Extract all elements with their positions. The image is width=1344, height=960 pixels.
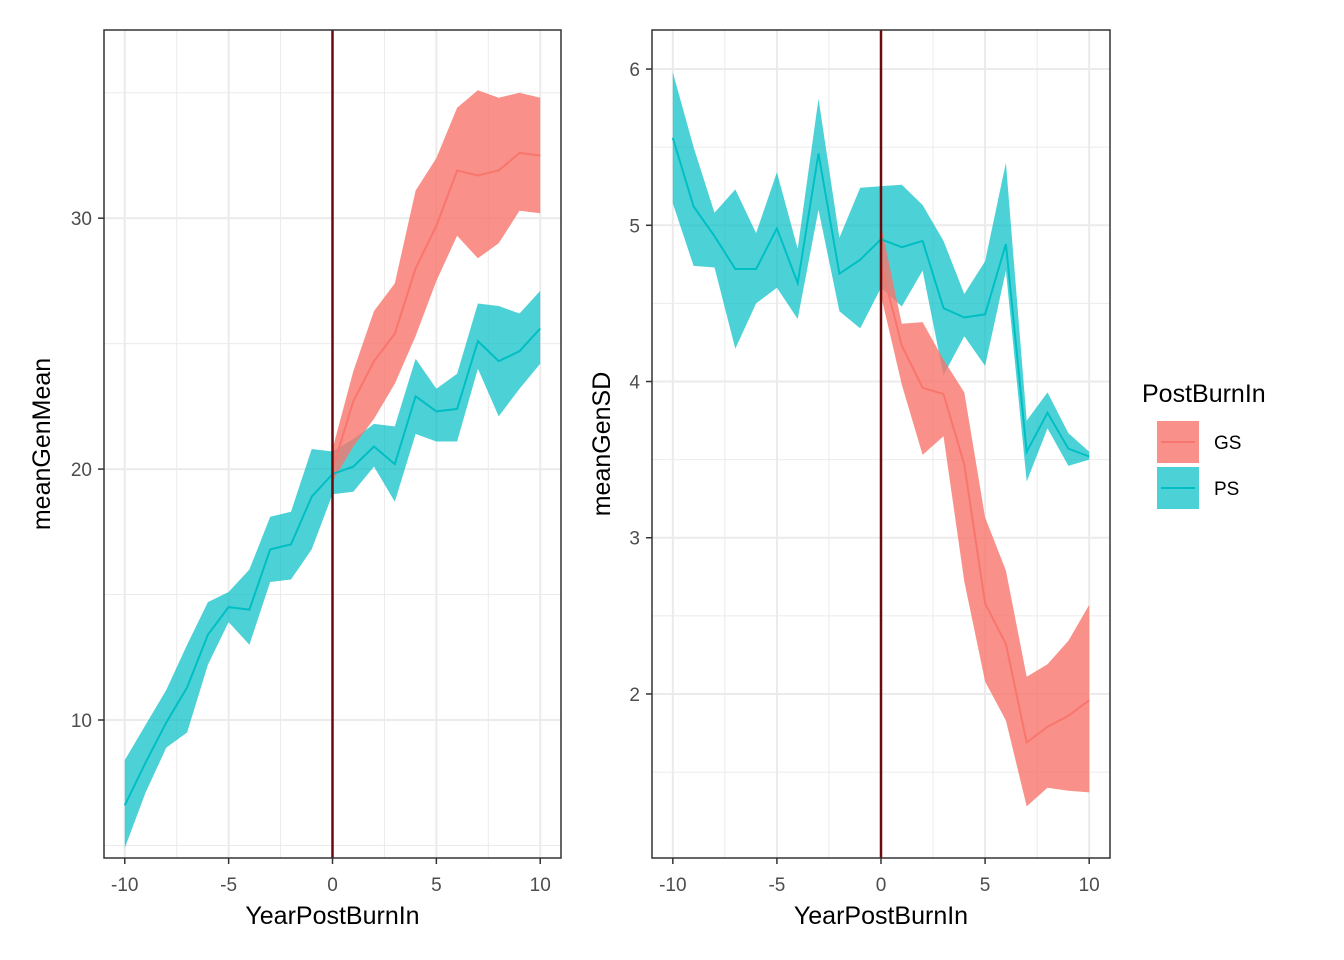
mean-line-gs bbox=[331, 151, 541, 470]
ribbon-gs bbox=[881, 225, 1090, 807]
y-axis-title: meanGenMean bbox=[28, 358, 56, 530]
ribbon-ps bbox=[124, 290, 541, 848]
right-panel: -10 -5 0 5 10 2 3 4 5 6 YearPostBurnIn meanGenSD bbox=[588, 29, 1111, 930]
left-panel: -10 -5 0 5 10 10 20 30 YearPostBurnIn meanGenMean bbox=[28, 29, 562, 930]
x-tick-label: -5 bbox=[768, 875, 785, 896]
x-axis-title: YearPostBurnIn bbox=[794, 902, 968, 930]
legend: PostBurnIn GS PS bbox=[1142, 380, 1266, 509]
y-tick-label: 20 bbox=[71, 460, 92, 481]
legend-title: PostBurnIn bbox=[1142, 380, 1266, 408]
y-tick-label: 5 bbox=[629, 216, 640, 237]
x-tick-label: 5 bbox=[980, 875, 991, 896]
legend-label-ps: PS bbox=[1214, 479, 1239, 500]
x-tick-label: 0 bbox=[327, 875, 338, 896]
x-tick-label: 10 bbox=[1079, 875, 1100, 896]
legend-key-ps: PS bbox=[1157, 467, 1239, 509]
x-tick-label: -10 bbox=[111, 875, 138, 896]
ribbon-gs bbox=[332, 90, 541, 482]
y-tick-label: 30 bbox=[71, 209, 92, 230]
y-tick-label: 6 bbox=[629, 60, 640, 81]
y-tick-label: 3 bbox=[629, 529, 640, 550]
x-tick-label: 0 bbox=[876, 875, 887, 896]
x-tick-label: 10 bbox=[530, 875, 551, 896]
x-tick-label: -5 bbox=[220, 875, 237, 896]
y-axis-title: meanGenSD bbox=[588, 372, 616, 517]
legend-label-gs: GS bbox=[1214, 433, 1241, 454]
x-tick-label: -10 bbox=[659, 875, 686, 896]
y-tick-label: 10 bbox=[71, 711, 92, 732]
y-tick-label: 4 bbox=[629, 373, 640, 394]
legend-key-gs: GS bbox=[1157, 421, 1241, 463]
y-tick-label: 2 bbox=[629, 685, 640, 706]
mean-line-gs bbox=[880, 264, 1090, 745]
x-axis-title: YearPostBurnIn bbox=[245, 902, 419, 930]
x-tick-label: 5 bbox=[431, 875, 442, 896]
